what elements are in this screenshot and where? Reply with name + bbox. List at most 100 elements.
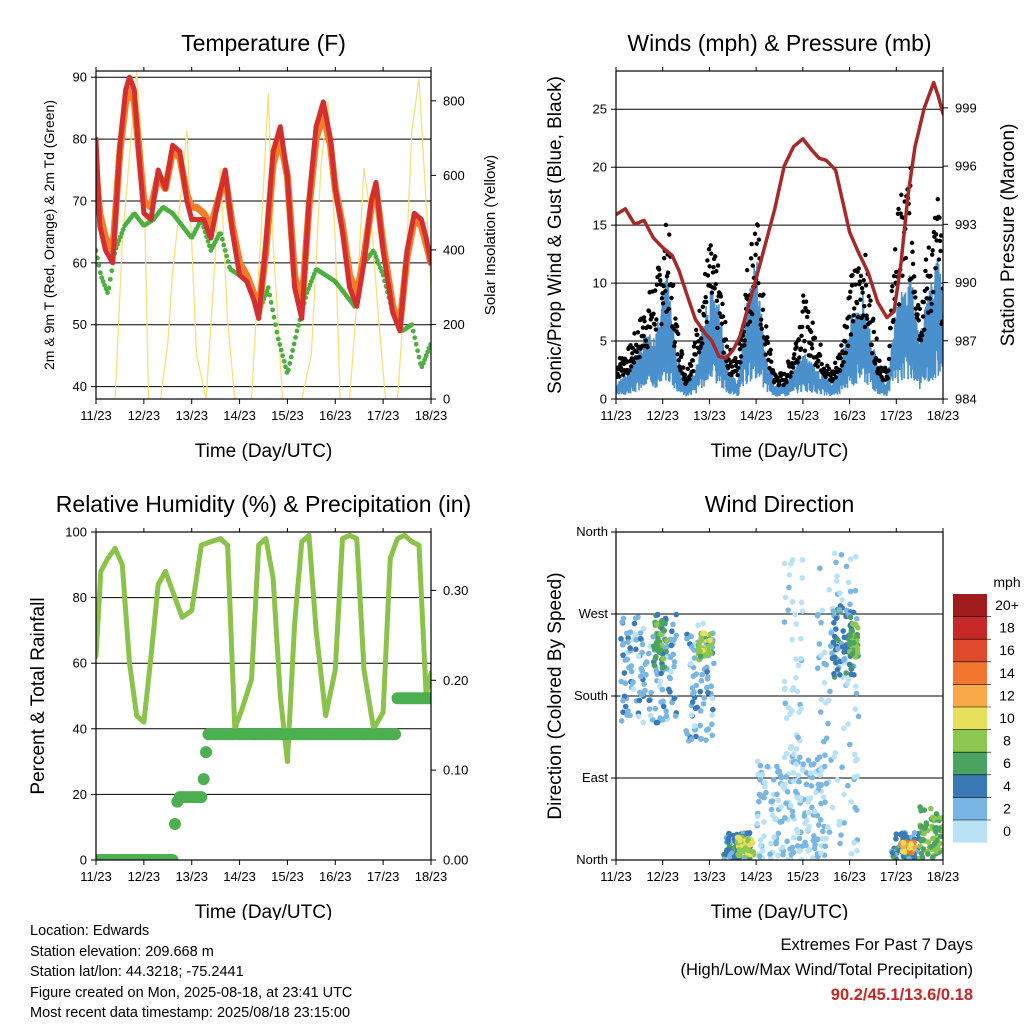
direction-point — [754, 820, 760, 827]
gust-point — [891, 273, 897, 279]
gust-point — [723, 319, 728, 325]
gust-point — [871, 329, 877, 335]
direction-point — [773, 839, 779, 845]
gust-point — [815, 364, 821, 369]
direction-point — [632, 615, 639, 621]
direction-point — [658, 670, 664, 677]
dewpoint-point — [97, 270, 103, 276]
direction-point — [840, 657, 847, 663]
gust-point — [705, 258, 710, 263]
direction-point — [697, 722, 704, 729]
precip-point — [425, 692, 431, 705]
dewpoint-point — [377, 265, 383, 271]
direction-point — [778, 804, 784, 810]
x-tick-label: 11/23 — [600, 408, 632, 423]
gust-point — [886, 368, 891, 373]
direction-point — [852, 706, 859, 712]
gust-point — [651, 311, 656, 316]
gust-point — [634, 349, 639, 355]
gust-point — [660, 301, 666, 306]
legend-swatch — [953, 594, 987, 617]
dewpoint-point — [268, 300, 274, 305]
direction-point — [781, 560, 788, 567]
gust-point — [768, 347, 773, 353]
direction-point — [821, 679, 828, 686]
direction-point — [671, 695, 678, 701]
direction-point — [808, 761, 815, 768]
dewpoint-point — [409, 322, 415, 328]
direction-point — [633, 636, 640, 643]
direction-point — [818, 652, 824, 659]
x-tick-label: 16/23 — [833, 408, 866, 423]
direction-cluster — [650, 611, 670, 671]
direction-point — [818, 800, 824, 807]
gust-point — [910, 261, 916, 267]
direction-point — [649, 716, 656, 723]
gust-point — [846, 314, 852, 319]
y-tick-label: 90 — [73, 70, 87, 85]
direction-point — [831, 633, 838, 640]
legend-swatch — [953, 639, 987, 662]
gust-point — [869, 342, 874, 348]
direction-cluster — [916, 804, 943, 860]
direction-cluster — [814, 550, 862, 857]
legend-label: 16 — [999, 642, 1015, 658]
direction-point — [711, 660, 717, 667]
gust-point — [674, 324, 680, 329]
x-tick-label: 16/23 — [319, 869, 352, 884]
y2-tick-label: 0 — [443, 392, 450, 407]
gust-point — [738, 354, 744, 359]
gust-point — [632, 331, 637, 336]
legend-label: 18 — [999, 620, 1015, 636]
direction-point — [749, 839, 755, 846]
dewpoint-point — [422, 356, 428, 362]
x-tick-label: 15/23 — [787, 408, 820, 423]
direction-point — [654, 719, 661, 726]
direction-point — [833, 559, 839, 566]
x-tick-label: 17/23 — [367, 869, 400, 884]
gust-point — [912, 289, 917, 295]
gust-point — [930, 248, 935, 253]
direction-point — [838, 832, 844, 838]
direction-point — [704, 674, 711, 680]
gust-point — [781, 382, 786, 388]
gust-point — [659, 321, 664, 327]
y-tick-label: North — [576, 524, 608, 539]
direction-point — [911, 830, 918, 836]
direction-point — [639, 668, 646, 674]
gust-point — [933, 232, 939, 237]
direction-point — [806, 846, 813, 853]
gust-point — [663, 222, 669, 228]
direction-point — [789, 599, 796, 605]
gust-point — [738, 360, 743, 365]
x-tick-label: 17/23 — [880, 408, 913, 423]
dewpoint-point — [285, 367, 291, 373]
gust-point — [792, 352, 797, 357]
gust-point — [806, 309, 811, 315]
y-tick-label: 60 — [73, 255, 87, 270]
dewpoint-point — [423, 353, 429, 359]
direction-point — [814, 612, 821, 619]
direction-point — [799, 767, 806, 773]
direction-point — [781, 678, 788, 685]
direction-point — [697, 688, 704, 695]
direction-point — [846, 741, 853, 748]
y2-tick-label: 0.10 — [443, 763, 468, 778]
direction-point — [693, 733, 699, 740]
direction-point — [790, 849, 797, 856]
direction-point — [771, 834, 777, 840]
direction-point — [893, 835, 899, 842]
direction-point — [756, 791, 763, 798]
gust-point — [924, 296, 929, 301]
direction-point — [757, 762, 764, 769]
y-tick-label: 40 — [73, 379, 87, 394]
direction-point — [632, 631, 638, 638]
x-tick-label: 18/23 — [415, 869, 448, 884]
legend-swatch — [953, 752, 987, 775]
gust-point — [810, 346, 815, 351]
y2-tick-label: 600 — [443, 168, 465, 183]
direction-point — [703, 727, 710, 733]
series-gust — [616, 165, 943, 388]
gust-point — [888, 325, 893, 331]
gust-point — [797, 355, 802, 360]
